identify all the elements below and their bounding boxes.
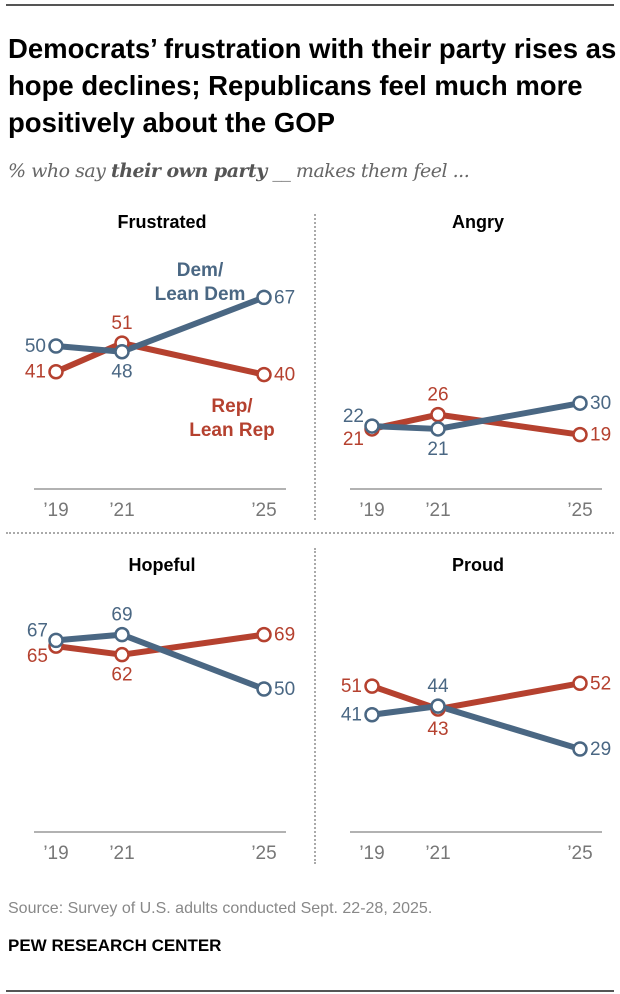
panel-hopeful: Hopeful ’19 ’21 ’25 65 62 69 67 69 50	[0, 543, 310, 873]
rep-data-label: 51	[341, 676, 362, 697]
dem-data-label: 29	[590, 739, 611, 760]
brand-logo-text: PEW RESEARCH CENTER	[8, 936, 222, 955]
rep-data-point	[256, 626, 272, 643]
dem-series-label: Dem/	[177, 260, 224, 281]
rep-data-point	[364, 678, 380, 694]
x-tick-label: ’19	[359, 843, 384, 864]
x-tick-label: ’25	[567, 500, 592, 521]
dem-data-label: 21	[427, 439, 448, 460]
dem-data-point	[256, 681, 272, 697]
rep-series-label: Rep/	[211, 396, 253, 417]
dem-data-point	[48, 632, 64, 649]
x-tick-label: ’21	[425, 500, 450, 521]
dem-data-point	[430, 421, 446, 437]
dem-series-line	[371, 703, 581, 752]
rep-data-label: 40	[274, 365, 295, 386]
dem-series-line	[55, 294, 266, 355]
rep-data-label: 65	[27, 646, 48, 667]
panel-title: Hopeful	[129, 555, 196, 575]
dem-data-label: 50	[25, 336, 46, 357]
rep-data-label: 41	[25, 362, 46, 383]
dem-data-label: 50	[274, 679, 295, 700]
divider-vertical-bottom	[314, 548, 316, 864]
dem-data-label: 67	[27, 620, 48, 641]
dem-data-point	[572, 741, 588, 757]
dem-data-point	[48, 338, 64, 354]
dem-data-point	[114, 626, 130, 643]
dem-data-point	[430, 698, 446, 714]
dem-data-label: 22	[343, 406, 364, 427]
rep-data-point	[48, 363, 64, 380]
rep-data-label: 69	[274, 625, 295, 646]
dem-data-point	[256, 289, 272, 306]
dem-data-label: 67	[274, 287, 295, 308]
rep-series-line	[371, 680, 581, 713]
dem-data-point	[114, 343, 130, 360]
x-tick-label: ’19	[43, 843, 68, 864]
panel-title: Angry	[452, 212, 504, 232]
dem-data-label: 44	[427, 676, 449, 697]
source-note: Source: Survey of U.S. adults conducted …	[8, 900, 433, 917]
x-tick-label: ’21	[109, 500, 134, 521]
chart-title: Democrats’ frustration with their party …	[8, 33, 617, 138]
panel-proud: Proud ’19 ’21 ’25 51 43 52 41 44 29	[316, 543, 620, 873]
dem-series-label: Lean Dem	[155, 284, 246, 305]
panel-svg: Frustrated ’19 ’21 ’25 41 51 40 Rep/Lean Rep 50 4…	[25, 212, 295, 521]
dem-data-point	[364, 418, 380, 434]
panel-angry: Angry ’19’21’25 21 26 19 22 21 30	[316, 200, 620, 530]
rep-data-label: 19	[590, 425, 611, 446]
rep-data-point	[572, 426, 588, 443]
dem-data-label: 30	[590, 393, 611, 414]
dem-series-line	[371, 400, 581, 432]
rep-data-point	[114, 646, 130, 663]
dem-series-line	[55, 631, 266, 692]
rep-data-point	[430, 406, 446, 423]
x-tick-label: ’21	[425, 843, 450, 864]
divider-horizontal	[6, 532, 614, 534]
panel-svg: Proud ’19 ’21 ’25 51 43 52 41 44 29	[341, 555, 611, 864]
dem-data-label: 41	[341, 705, 362, 726]
subtitle-pre: % who say	[8, 160, 111, 182]
chart-subtitle: % who say their own party __ makes them …	[8, 160, 470, 182]
top-rule	[6, 4, 614, 6]
x-tick-label: ’19	[43, 500, 68, 521]
subtitle-post: __ makes them feel ...	[266, 160, 470, 182]
rep-data-label: 52	[590, 673, 611, 694]
rep-data-label: 62	[111, 665, 132, 686]
rep-data-point	[256, 366, 272, 383]
dem-data-point	[572, 395, 588, 411]
x-tick-label: ’25	[567, 843, 592, 864]
dem-data-label: 69	[111, 605, 132, 626]
subtitle-bold: their own party	[110, 160, 267, 182]
rep-series-label: Lean Rep	[189, 420, 275, 441]
panel-title: Proud	[452, 555, 504, 575]
dem-data-point	[364, 706, 380, 723]
panel-svg: Hopeful ’19 ’21 ’25 65 62 69 67 69 50	[27, 555, 295, 864]
bottom-rule	[6, 990, 614, 992]
rep-data-label: 51	[111, 313, 132, 334]
x-tick-label: ’25	[251, 500, 276, 521]
rep-data-label: 26	[427, 385, 448, 406]
divider-vertical-top	[314, 214, 316, 520]
x-tick-label: ’19	[359, 500, 384, 521]
rep-data-label: 43	[427, 719, 448, 740]
x-tick-label: ’25	[251, 843, 276, 864]
panel-frustrated: Frustrated ’19 ’21 ’25 41 51 40 Rep/Lean Rep 50 4…	[0, 200, 310, 530]
dem-data-label: 48	[111, 362, 132, 383]
rep-data-label: 21	[343, 429, 364, 450]
rep-data-point	[572, 675, 588, 692]
panel-title: Frustrated	[117, 212, 206, 232]
x-tick-label: ’21	[109, 843, 134, 864]
